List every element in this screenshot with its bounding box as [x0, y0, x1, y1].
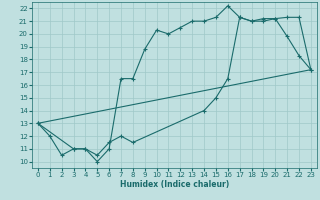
X-axis label: Humidex (Indice chaleur): Humidex (Indice chaleur)	[120, 180, 229, 189]
